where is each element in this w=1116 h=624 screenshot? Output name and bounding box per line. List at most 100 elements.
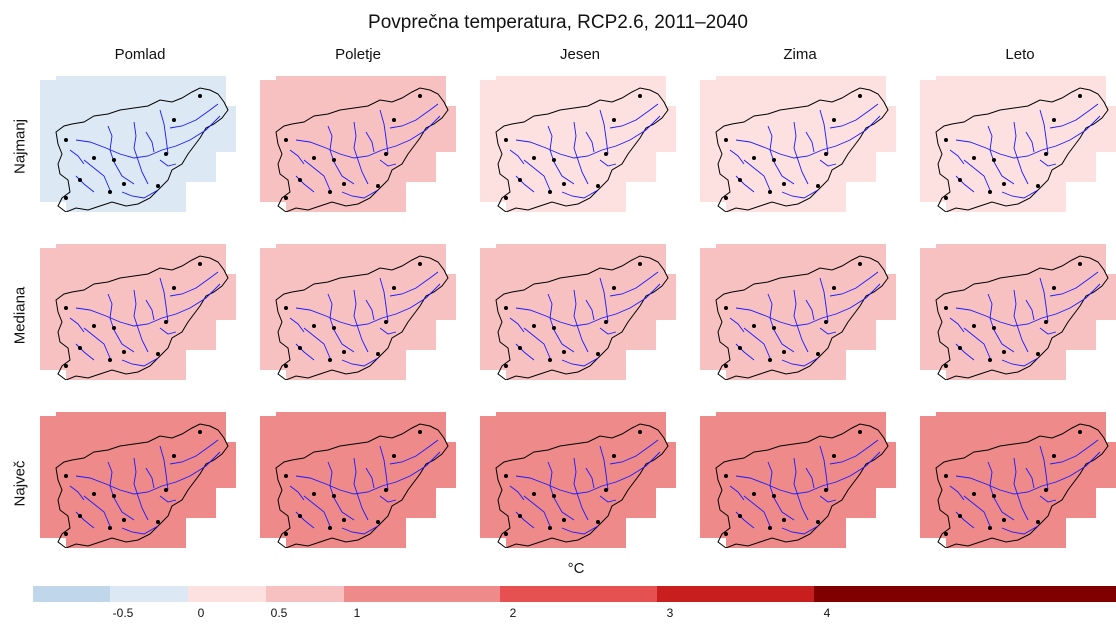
raster-cell bbox=[196, 274, 236, 320]
city-dot bbox=[418, 94, 422, 98]
river-line bbox=[107, 461, 135, 521]
river-line bbox=[365, 299, 375, 321]
city-dot bbox=[548, 358, 552, 362]
city-dot bbox=[944, 306, 948, 310]
raster-cell bbox=[726, 196, 836, 212]
city-dot bbox=[312, 156, 316, 160]
river-line bbox=[819, 109, 829, 155]
city-dot bbox=[724, 138, 728, 142]
raster-cell bbox=[286, 532, 396, 548]
city-dot bbox=[782, 350, 786, 354]
river-line bbox=[169, 103, 219, 129]
city-dot bbox=[752, 324, 756, 328]
city-dot bbox=[604, 488, 608, 492]
city-dot bbox=[376, 352, 380, 356]
city-dot bbox=[724, 196, 728, 200]
city-dot bbox=[1044, 152, 1048, 156]
city-dot bbox=[612, 454, 616, 458]
color-scale-tick-label: 2 bbox=[509, 606, 517, 620]
city-dot bbox=[172, 286, 176, 290]
city-dot bbox=[172, 454, 176, 458]
city-dot bbox=[64, 138, 68, 142]
city-dot bbox=[972, 492, 976, 496]
river-line bbox=[743, 159, 771, 191]
city-dot bbox=[298, 514, 302, 518]
river-line bbox=[365, 131, 375, 153]
river-line bbox=[963, 495, 991, 527]
row-label-najmanj: Najmanj bbox=[11, 118, 29, 175]
river-line bbox=[609, 439, 659, 465]
city-dot bbox=[772, 158, 776, 162]
river-line bbox=[829, 271, 879, 297]
river-line bbox=[303, 495, 331, 527]
river-line bbox=[1025, 299, 1035, 321]
city-dot bbox=[518, 178, 522, 182]
color-scale-tick-label: 1 bbox=[353, 606, 361, 620]
city-dot bbox=[532, 156, 536, 160]
city-dot bbox=[384, 488, 388, 492]
river-line bbox=[609, 103, 659, 129]
river-line bbox=[599, 495, 617, 503]
color-scale-segment bbox=[188, 586, 266, 602]
city-dot bbox=[972, 156, 976, 160]
city-dot bbox=[78, 178, 82, 182]
river-line bbox=[781, 189, 819, 199]
city-dot bbox=[1078, 94, 1082, 98]
country-outline bbox=[55, 255, 229, 380]
city-dot bbox=[768, 190, 772, 194]
city-dot bbox=[298, 346, 302, 350]
map-panel-najve-zima bbox=[700, 408, 910, 548]
city-dot bbox=[64, 474, 68, 478]
country-outline bbox=[715, 423, 889, 548]
river-line bbox=[573, 289, 589, 353]
color-scale-segment bbox=[344, 586, 500, 602]
city-dot bbox=[284, 138, 288, 142]
city-dot bbox=[816, 352, 820, 356]
map-panel-mediana-jesen bbox=[480, 240, 690, 380]
column-label-leto: Leto bbox=[1005, 46, 1035, 63]
city-dot bbox=[738, 514, 742, 518]
city-dot bbox=[638, 430, 642, 434]
river-line bbox=[767, 293, 795, 353]
color-scale-tick-label: 0 bbox=[197, 606, 205, 620]
river-line bbox=[781, 525, 819, 535]
city-dot bbox=[384, 152, 388, 156]
city-dot bbox=[112, 494, 116, 498]
river-line bbox=[735, 451, 881, 495]
column-label-poletje: Poletje bbox=[335, 46, 381, 63]
river-line bbox=[805, 299, 815, 321]
river-line bbox=[547, 293, 575, 353]
river-line bbox=[133, 121, 149, 185]
river-line bbox=[379, 159, 397, 167]
river-line bbox=[1013, 457, 1029, 521]
raster-cell bbox=[636, 442, 676, 488]
raster-cell bbox=[1076, 274, 1116, 320]
city-dot bbox=[284, 196, 288, 200]
city-dot bbox=[752, 492, 756, 496]
map-panel-najve-poletje bbox=[260, 408, 470, 548]
river-line bbox=[599, 277, 609, 323]
map-panel-najmanj-jesen bbox=[480, 72, 690, 212]
color-scale-segment bbox=[33, 586, 110, 602]
river-line bbox=[1049, 271, 1099, 297]
river-line bbox=[159, 327, 177, 335]
raster-cell bbox=[1046, 482, 1096, 518]
city-dot bbox=[122, 518, 126, 522]
river-line bbox=[1025, 131, 1035, 153]
river-line bbox=[729, 485, 745, 501]
river-line bbox=[515, 451, 661, 495]
country-outline bbox=[715, 87, 889, 212]
river-line bbox=[1001, 357, 1039, 367]
raster-cell bbox=[726, 532, 836, 548]
city-dot bbox=[504, 474, 508, 478]
map-panel-najve-pomlad bbox=[40, 408, 250, 548]
city-dot bbox=[504, 306, 508, 310]
river-line bbox=[609, 271, 659, 297]
city-dot bbox=[156, 184, 160, 188]
river-line bbox=[295, 451, 441, 495]
river-line bbox=[829, 103, 879, 129]
raster-cell bbox=[166, 146, 216, 182]
river-line bbox=[75, 115, 221, 159]
river-line bbox=[509, 149, 525, 165]
river-line bbox=[159, 109, 169, 155]
